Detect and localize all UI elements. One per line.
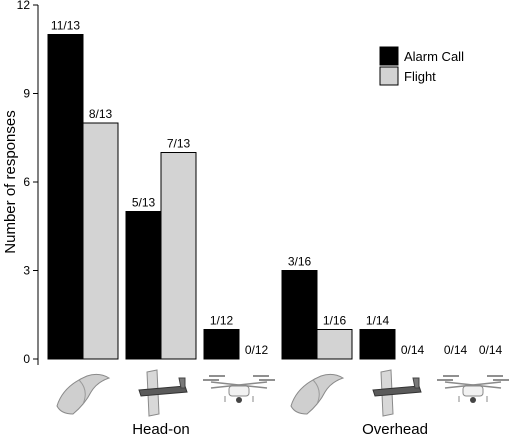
bar xyxy=(160,152,197,360)
bar xyxy=(359,329,396,360)
quadcopter-drone-icon xyxy=(203,375,275,403)
bar-data-label: 0/14 xyxy=(444,343,468,357)
bar-data-label: 8/13 xyxy=(89,107,113,121)
drone-tail-shape xyxy=(178,377,186,389)
quadcopter-drone-icon xyxy=(437,375,509,403)
bird-body-shape xyxy=(290,373,345,415)
drone-tail-shape xyxy=(412,377,420,389)
bar-data-label: 0/12 xyxy=(245,343,269,357)
bar xyxy=(82,122,119,360)
bar xyxy=(281,270,318,360)
legend-label: Alarm Call xyxy=(404,49,464,64)
legend-swatch xyxy=(379,46,399,66)
quad-camera-shape xyxy=(236,397,242,403)
bar-data-label: 1/12 xyxy=(210,314,234,328)
y-axis: 0 3 6 9 12 Number of responses xyxy=(2,0,39,366)
bar xyxy=(316,329,353,360)
bar-data-label: 1/14 xyxy=(366,314,390,328)
quad-body-shape xyxy=(462,385,484,397)
stimulus-icons xyxy=(56,369,509,417)
y-tick-label: 6 xyxy=(23,175,30,189)
bar xyxy=(125,211,162,360)
y-tick-label: 12 xyxy=(17,0,31,12)
y-tick-label: 9 xyxy=(23,87,30,101)
quad-body-shape xyxy=(228,385,250,397)
legend-label: Flight xyxy=(404,69,436,84)
quad-arm-shape xyxy=(444,381,502,389)
bar-data-label: 0/14 xyxy=(479,343,503,357)
group-label: Overhead xyxy=(362,421,428,438)
legend-swatch xyxy=(379,66,399,86)
bars xyxy=(47,34,396,360)
quad-camera-shape xyxy=(470,397,476,403)
y-axis-title: Number of responses xyxy=(2,110,19,253)
legend: Alarm Call Flight xyxy=(379,46,464,86)
bar-data-label: 11/13 xyxy=(51,19,80,33)
bar xyxy=(47,34,84,360)
bar-labels: 11/13 8/13 5/13 7/13 1/12 0/12 3/16 1/16 1/14 0/1… xyxy=(51,19,503,358)
group-label: Head-on xyxy=(132,421,190,438)
drone-fuselage-shape xyxy=(372,385,422,397)
fixed-wing-drone-icon xyxy=(138,369,188,417)
bar xyxy=(203,329,240,360)
bird-wing-line xyxy=(78,379,86,405)
group-labels: Head-on Overhead xyxy=(132,421,428,438)
drone-fuselage-shape xyxy=(138,385,188,397)
bar-data-label: 1/16 xyxy=(323,314,347,328)
bar-data-label: 0/14 xyxy=(401,343,425,357)
bird-model-icon xyxy=(290,373,345,415)
y-tick-label: 0 xyxy=(23,352,30,366)
bar-data-label: 7/13 xyxy=(167,137,191,151)
bar-data-label: 3/16 xyxy=(288,255,312,269)
y-tick-label: 3 xyxy=(23,264,30,278)
bird-model-icon xyxy=(56,373,111,415)
fixed-wing-drone-icon xyxy=(372,369,422,417)
quad-arm-shape xyxy=(210,381,268,389)
bar-data-label: 5/13 xyxy=(132,196,156,210)
bird-body-shape xyxy=(56,373,111,415)
bird-wing-line xyxy=(312,379,320,405)
